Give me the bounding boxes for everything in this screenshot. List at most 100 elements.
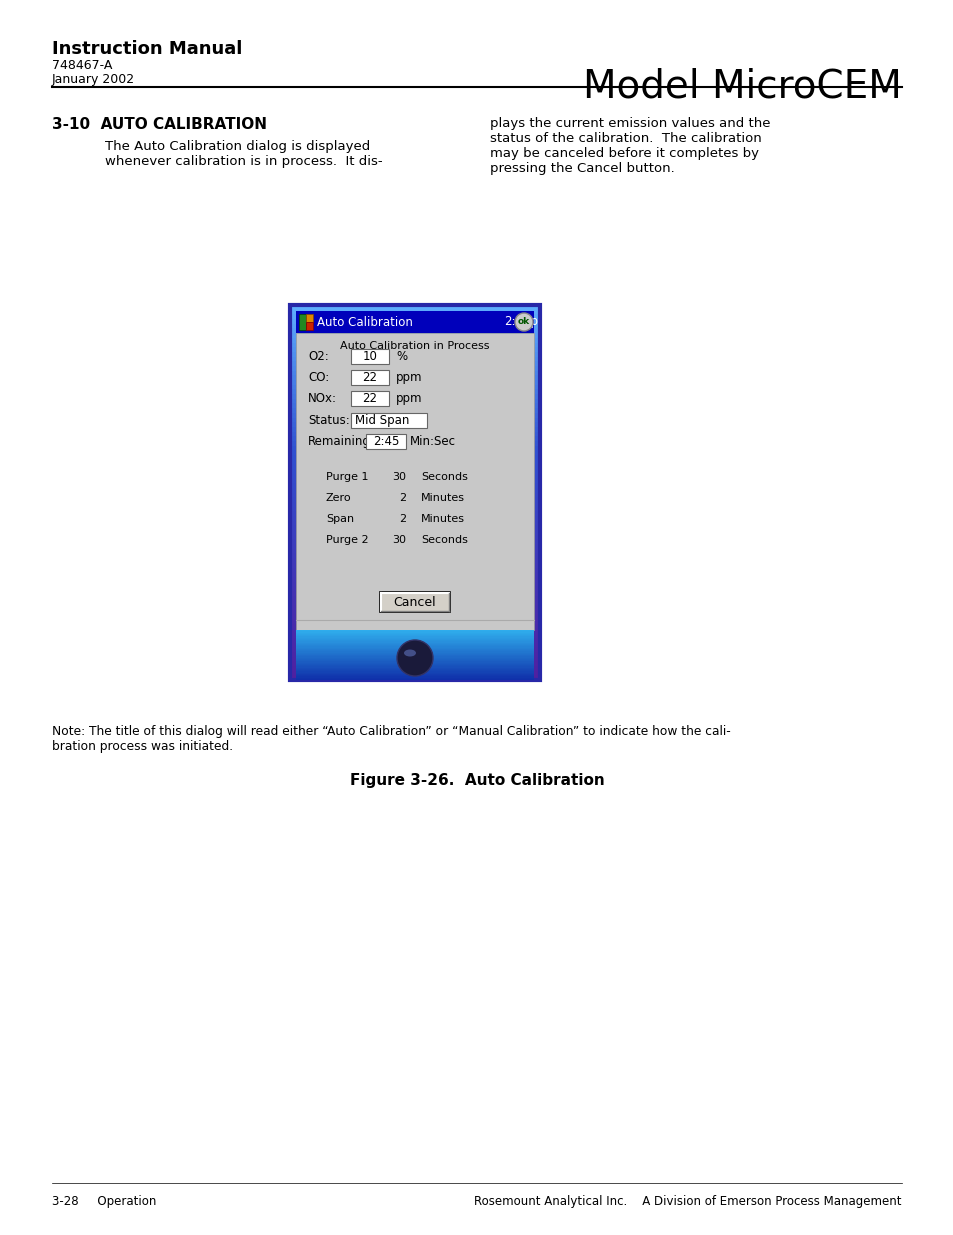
Bar — [295, 666, 534, 667]
Bar — [290, 567, 539, 572]
Bar — [290, 558, 539, 563]
Bar — [295, 637, 534, 638]
Bar — [290, 464, 539, 469]
Bar — [290, 535, 539, 540]
Bar — [290, 441, 539, 446]
Text: Auto Calibration in Process: Auto Calibration in Process — [340, 341, 489, 351]
Bar — [290, 337, 539, 342]
Text: Rosemount Analytical Inc.    A Division of Emerson Process Management: Rosemount Analytical Inc. A Division of … — [474, 1195, 901, 1208]
Bar — [290, 324, 539, 329]
Bar — [295, 656, 534, 657]
Bar — [290, 666, 539, 671]
Text: NOx:: NOx: — [308, 391, 336, 405]
Text: ok: ok — [517, 317, 530, 326]
Text: 2: 2 — [398, 493, 406, 503]
Bar — [295, 648, 534, 650]
Bar — [290, 496, 539, 501]
Bar — [351, 390, 389, 405]
Bar — [295, 642, 534, 643]
Bar — [290, 580, 539, 587]
Bar — [290, 370, 539, 375]
Bar — [290, 488, 539, 493]
Text: Figure 3-26.  Auto Calibration: Figure 3-26. Auto Calibration — [349, 773, 604, 788]
Bar — [290, 674, 539, 680]
Bar — [290, 483, 539, 488]
Bar — [290, 398, 539, 404]
Bar — [290, 436, 539, 441]
Bar — [290, 538, 539, 545]
Bar — [295, 641, 534, 642]
Circle shape — [515, 312, 533, 331]
Circle shape — [396, 640, 433, 676]
Bar — [290, 619, 539, 624]
Bar — [290, 421, 539, 427]
Text: pressing the Cancel button.: pressing the Cancel button. — [490, 162, 674, 175]
Bar — [295, 676, 534, 678]
Text: 3-10  AUTO CALIBRATION: 3-10 AUTO CALIBRATION — [52, 117, 267, 132]
Bar — [290, 548, 539, 553]
Bar — [295, 677, 534, 679]
Bar — [306, 322, 313, 330]
Bar — [290, 506, 539, 511]
Text: Seconds: Seconds — [420, 535, 467, 545]
Text: 748467-A: 748467-A — [52, 59, 112, 72]
Text: CO:: CO: — [308, 370, 329, 384]
Bar — [290, 305, 539, 310]
Text: Auto Calibration: Auto Calibration — [316, 315, 413, 329]
Bar — [290, 656, 539, 661]
Bar — [290, 585, 539, 590]
Bar — [290, 614, 539, 619]
Bar — [290, 492, 539, 498]
Bar — [295, 672, 534, 674]
Text: O2:: O2: — [308, 350, 329, 363]
Bar — [295, 668, 534, 671]
Bar — [290, 651, 539, 657]
Text: 22: 22 — [362, 391, 377, 405]
Bar — [295, 671, 534, 673]
Bar — [290, 332, 539, 338]
Text: The Auto Calibration dialog is displayed: The Auto Calibration dialog is displayed — [105, 140, 370, 153]
Bar — [290, 562, 539, 568]
Bar — [290, 347, 539, 352]
Bar — [290, 624, 539, 629]
Bar — [290, 543, 539, 548]
Bar — [295, 632, 534, 634]
Text: 30: 30 — [392, 472, 406, 482]
Bar — [290, 530, 539, 535]
Text: may be canceled before it completes by: may be canceled before it completes by — [490, 147, 759, 161]
Bar — [290, 403, 539, 408]
Text: Status:: Status: — [308, 415, 350, 427]
Bar — [295, 673, 534, 676]
Text: Note: The title of this dialog will read either “Auto Calibration” or “Manual Ca: Note: The title of this dialog will read… — [52, 725, 730, 753]
Bar — [290, 374, 539, 380]
Bar — [290, 309, 539, 315]
Text: plays the current emission values and the: plays the current emission values and th… — [490, 117, 770, 130]
Bar — [290, 590, 539, 595]
Bar — [290, 431, 539, 436]
Bar — [290, 525, 539, 530]
Text: Span: Span — [326, 514, 354, 524]
Bar — [295, 646, 534, 647]
Bar — [295, 678, 534, 680]
Text: whenever calibration is in process.  It dis-: whenever calibration is in process. It d… — [105, 156, 382, 168]
Text: Minutes: Minutes — [420, 493, 464, 503]
Bar — [295, 664, 534, 666]
Bar — [295, 663, 534, 664]
Bar — [379, 592, 450, 613]
Bar — [290, 356, 539, 362]
Bar — [290, 366, 539, 370]
Bar — [295, 674, 534, 677]
Bar — [290, 604, 539, 610]
Bar — [290, 473, 539, 478]
Bar — [290, 394, 539, 399]
Text: Minutes: Minutes — [420, 514, 464, 524]
Bar — [290, 459, 539, 464]
Bar — [290, 454, 539, 459]
Bar — [290, 627, 539, 634]
Text: ppm: ppm — [395, 391, 422, 405]
Bar — [290, 478, 539, 483]
Text: status of the calibration.  The calibration: status of the calibration. The calibrati… — [490, 132, 760, 144]
Bar — [295, 652, 534, 653]
Bar — [295, 651, 534, 652]
Bar — [295, 634, 534, 635]
